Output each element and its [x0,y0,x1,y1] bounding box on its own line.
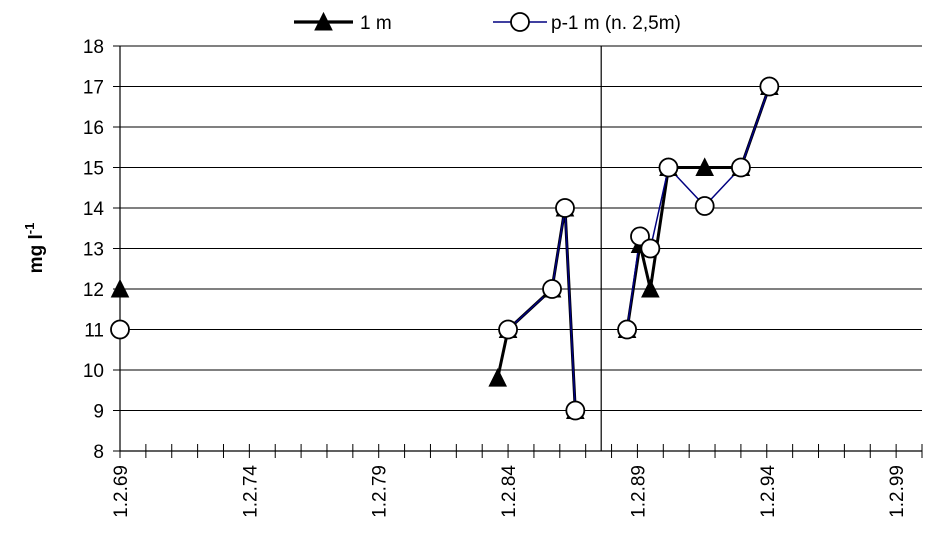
legend-entry-p1m: p-1 m (n. 2,5m) [493,12,681,34]
data-point-circle [555,198,575,218]
data-point-circle [694,196,715,216]
series-group [110,76,780,421]
data-point-triangle [110,278,130,298]
legend: 1 m p-1 m (n. 2,5m) [294,11,681,34]
legend-marker-1m [314,11,333,31]
grid-lines [120,45,922,411]
data-point-triangle [488,367,508,387]
data-point-circle [640,238,661,259]
data-point-circle [565,400,586,421]
x-tick-label: 1.2.84 [499,465,520,518]
y-axis-title-text: mg l [26,234,47,273]
x-tick-label: 1.2.74 [240,465,261,518]
y-tick-label: 16 [83,118,104,139]
x-tick-label: 1.2.79 [370,465,391,518]
data-point-circle [617,319,637,340]
y-tick-label: 8 [93,442,104,463]
y-tick-label: 13 [83,240,104,261]
data-point-triangle [695,157,714,176]
x-tick-label: 1.2.69 [111,465,132,518]
y-tick-label: 14 [83,199,105,220]
series-line-segment [507,207,577,411]
tick-labels: 8 9 10 11 12 13 14 15 16 17 18 1.2.69 1.2.74 1.2.79 1.… [83,37,908,518]
x-tick-label: 1.2.94 [758,465,779,518]
y-tick-label: 10 [83,361,104,382]
y-axis-title: mg l-1 [22,223,47,274]
legend-entry-1m: 1 m [294,11,392,34]
legend-label-1m: 1 m [360,13,392,34]
y-tick-label: 9 [93,402,104,423]
y-tick-label: 11 [84,321,104,342]
series-line-segment [496,206,577,411]
data-point-circle [110,319,130,340]
data-point-triangle [641,278,660,298]
legend-label-p1m: p-1 m (n. 2,5m) [551,13,681,34]
data-point-circle [542,279,562,299]
data-point-circle [658,157,679,178]
y-tick-label: 12 [83,280,104,301]
x-tick-label: 1.2.89 [628,465,649,518]
data-point-circle [731,157,751,178]
y-tick-label: 17 [83,78,104,99]
data-point-circle [498,319,518,340]
axes [113,45,923,458]
legend-marker-p1m [510,12,530,32]
data-point-circle [759,76,780,97]
x-tick-label: 1.2.99 [887,465,908,518]
y-tick-label: 18 [83,37,104,58]
y-axis-title-superscript: -1 [22,223,37,235]
y-tick-label: 15 [83,159,104,180]
